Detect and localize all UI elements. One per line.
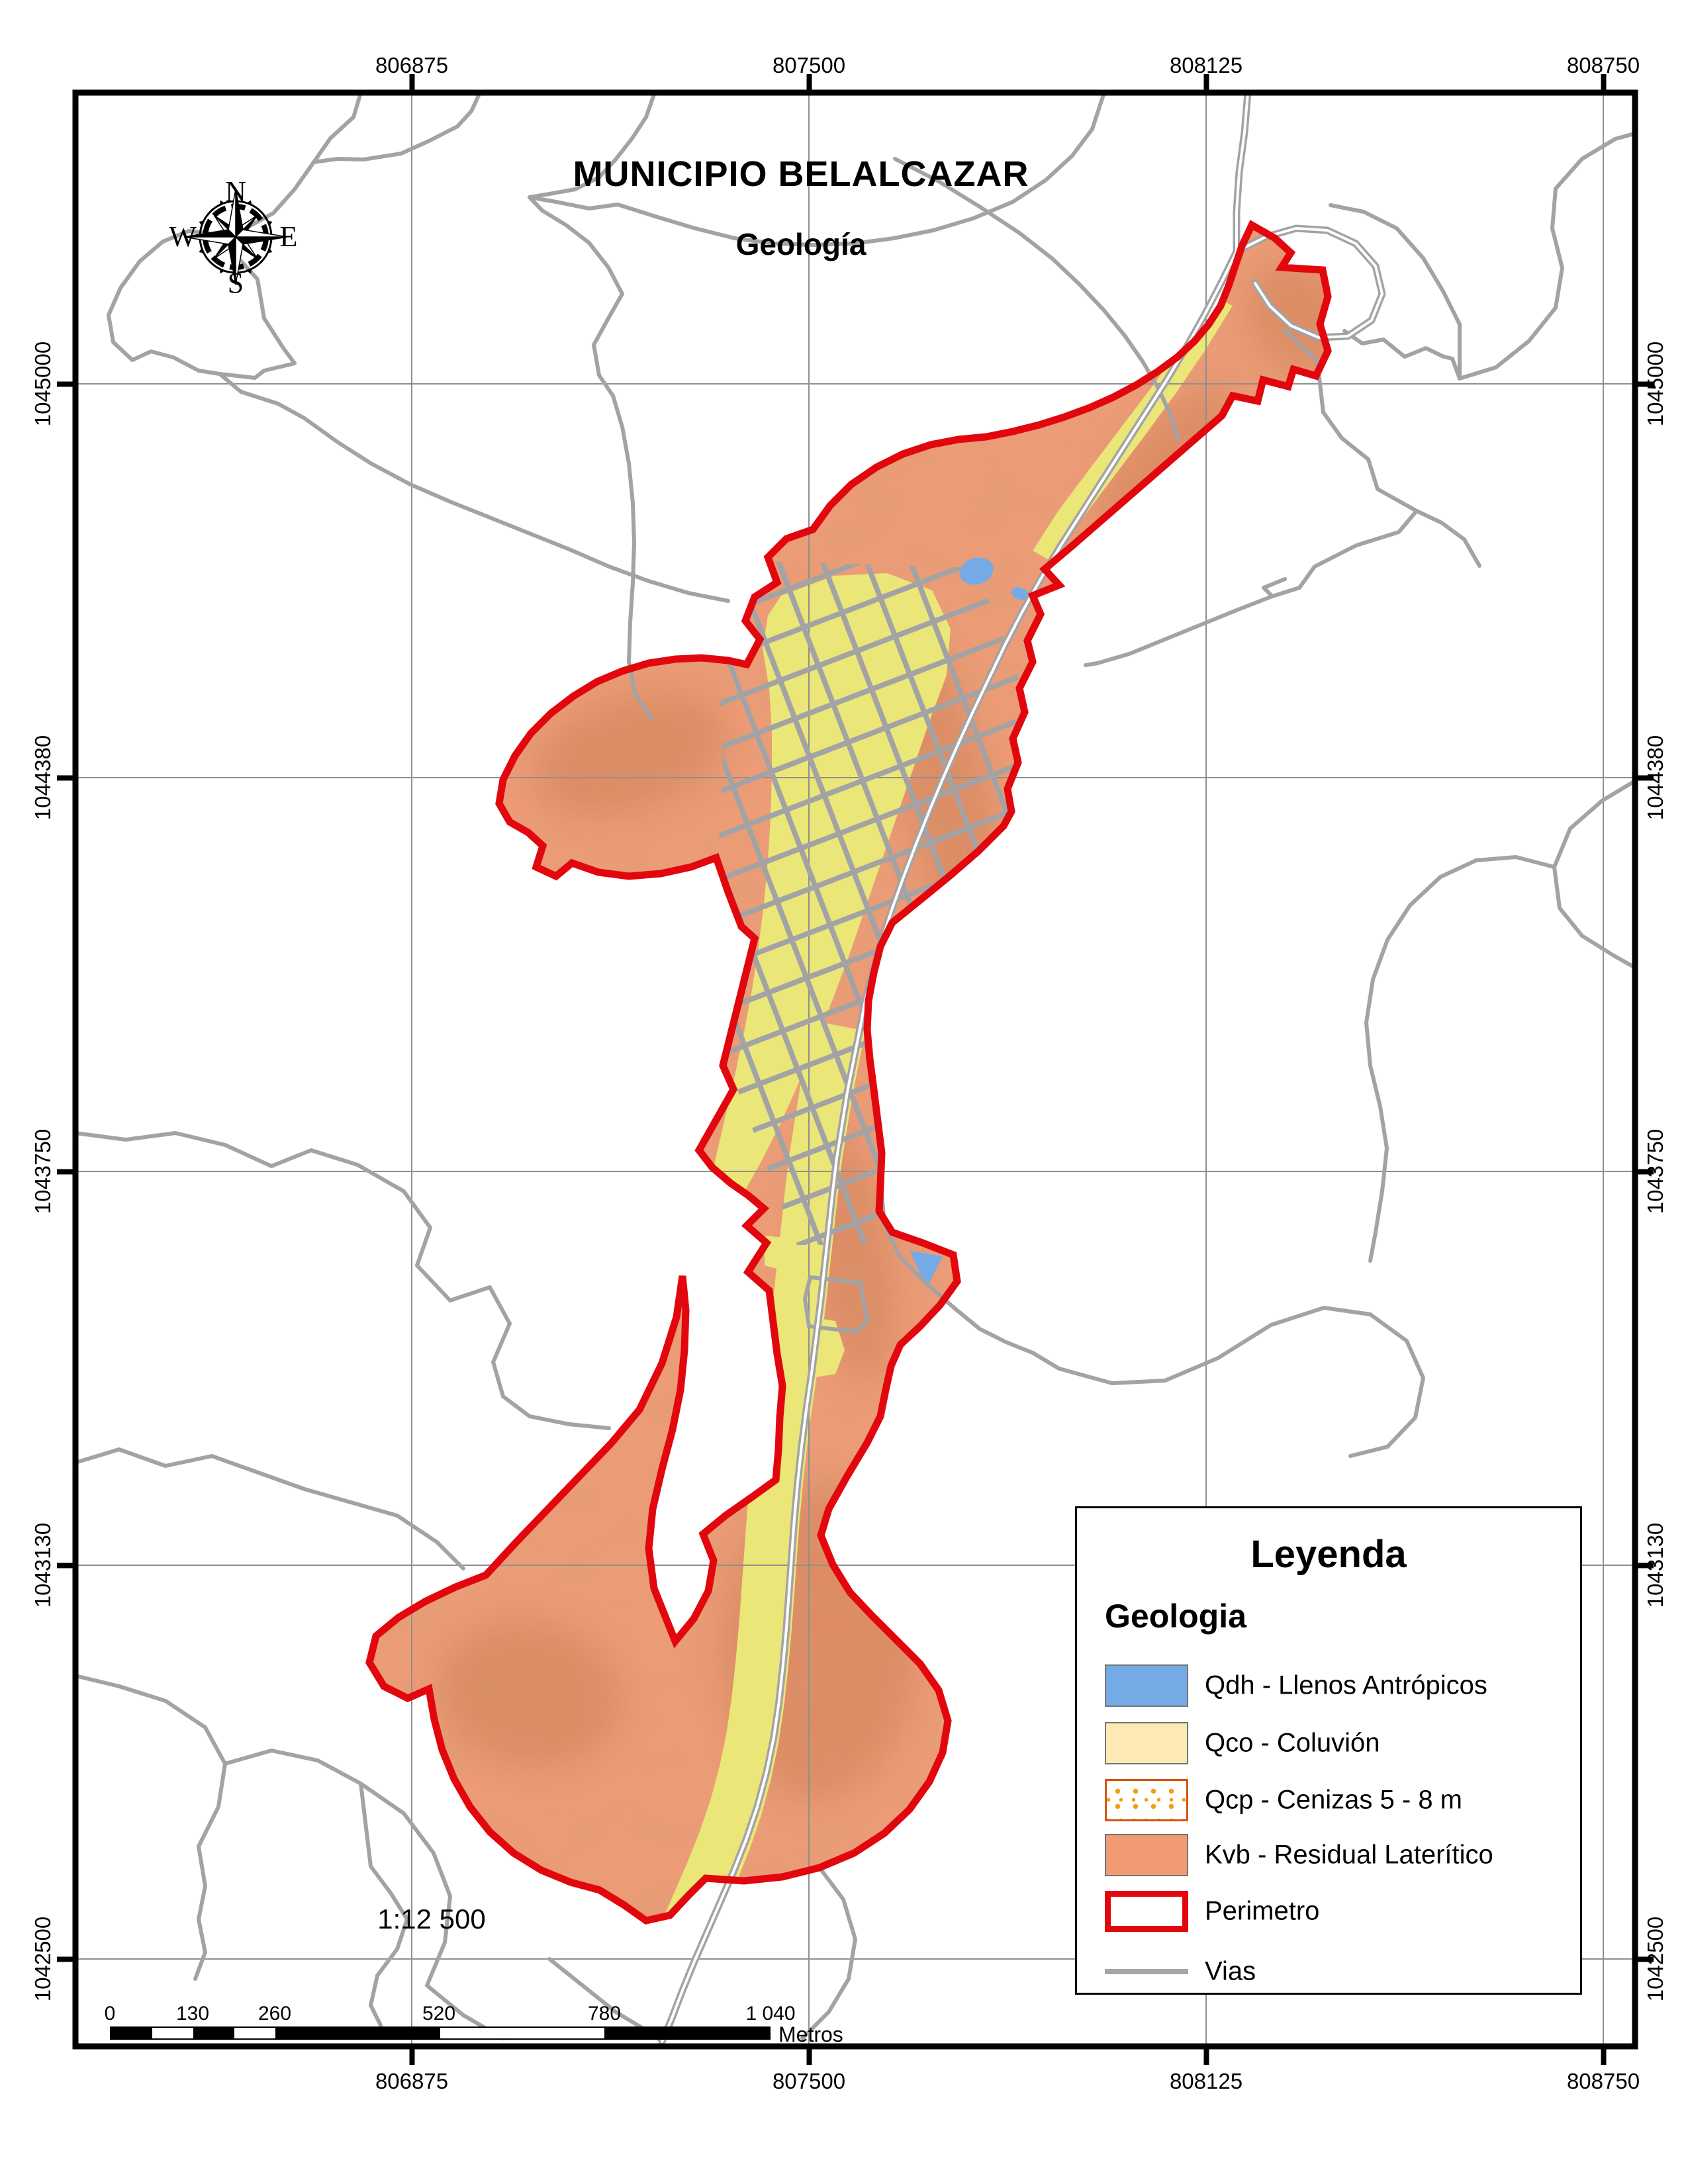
qdh-pond-1 — [959, 557, 994, 585]
y-axis-label: 1043750 — [30, 1128, 55, 1214]
legend-item-qco: Qco - Coluvión — [1077, 1722, 1580, 1764]
y-axis-label: 1044380 — [1643, 735, 1667, 821]
legend-section-geologia: Geologia — [1105, 1598, 1246, 1635]
scale-bar — [110, 2026, 771, 2040]
compass-tick-arrows — [199, 200, 273, 274]
compass-e-label: E — [279, 220, 298, 253]
compass-rose-icon — [183, 189, 288, 285]
legend-item-qdh: Qdh - Llenos Antrópicos — [1077, 1664, 1580, 1707]
legend-item-perimetro: Perimetro — [1077, 1891, 1580, 1932]
legend-item-label: Perimetro — [1205, 1896, 1320, 1926]
qdh-swatch — [1105, 1664, 1188, 1707]
legend-item-label: Qco - Coluvión — [1205, 1728, 1380, 1758]
y-axis-label: 1045000 — [1643, 341, 1667, 427]
x-axis-label: 806875 — [375, 2069, 449, 2093]
scalebar-label: 0 — [104, 2003, 116, 2025]
qco-swatch — [1105, 1722, 1188, 1764]
kvb-swatch — [1105, 1834, 1188, 1876]
perimeter-outline — [365, 220, 1332, 1925]
qdh-pond-2 — [1011, 587, 1029, 600]
scalebar-label: 130 — [175, 2003, 210, 2025]
page-subtitle: Geología — [735, 227, 867, 261]
scalebar-label: 780 — [587, 2003, 622, 2025]
qdh-llenos-antropicos-areas — [910, 557, 1029, 1288]
legend-title: Leyenda — [1250, 1533, 1407, 1576]
legend-item-label: Kvb - Residual Laterítico — [1205, 1840, 1493, 1870]
y-axis-label: 1042500 — [30, 1916, 55, 2002]
x-axis-label: 806875 — [375, 53, 449, 77]
qcp-swatch — [1105, 1779, 1188, 1821]
y-axis-label: 1043750 — [1643, 1128, 1667, 1214]
highway-road — [658, 93, 1386, 2046]
page-title: MUNICIPIO BELALCAZAR — [573, 154, 1029, 194]
legend-item-label: Qcp - Cenizas 5 - 8 m — [1205, 1785, 1463, 1815]
x-axis-label: 808125 — [1169, 2069, 1243, 2093]
compass-s-label: S — [227, 267, 244, 299]
legend-panel: Leyenda Geologia Qdh - Llenos Antrópicos… — [1075, 1506, 1582, 1995]
compass-cardinal-points — [183, 189, 288, 285]
legend-item-qcp: Qcp - Cenizas 5 - 8 m — [1077, 1779, 1580, 1821]
scalebar-label: 260 — [258, 2003, 292, 2025]
y-axis-label: 1043130 — [30, 1522, 55, 1608]
scalebar-label: 1 040 — [745, 2003, 796, 2025]
compass-n-label: N — [225, 175, 246, 208]
scale-unit-label: Metros — [778, 2023, 843, 2046]
map-frame — [57, 74, 1654, 2065]
x-axis-label: 808125 — [1169, 53, 1243, 77]
x-axis-label: 807500 — [772, 53, 846, 77]
y-axis-label: 1043130 — [1643, 1522, 1667, 1608]
legend-item-vias: Vias — [1077, 1950, 1580, 1993]
y-axis-label: 1045000 — [30, 341, 55, 427]
x-axis-label: 807500 — [772, 2069, 846, 2093]
perimetro-swatch — [1105, 1891, 1188, 1932]
legend-item-kvb: Kvb - Residual Laterítico — [1077, 1834, 1580, 1876]
legend-item-label: Vias — [1205, 1956, 1256, 1986]
x-axis-label: 808750 — [1566, 2069, 1640, 2093]
legend-item-label: Qdh - Llenos Antrópicos — [1205, 1670, 1487, 1700]
scale-ratio-text: 1:12 500 — [377, 1903, 486, 1934]
compass-w-label: W — [169, 220, 197, 253]
scalebar-label: 520 — [422, 2003, 456, 2025]
x-axis-label: 808750 — [1566, 53, 1640, 77]
y-axis-label: 1042500 — [1643, 1916, 1667, 2002]
y-axis-label: 1044380 — [30, 735, 55, 821]
qdh-pond-3 — [910, 1251, 943, 1288]
vias-line-swatch — [1105, 1969, 1188, 1974]
rural-roads — [75, 93, 1635, 2044]
